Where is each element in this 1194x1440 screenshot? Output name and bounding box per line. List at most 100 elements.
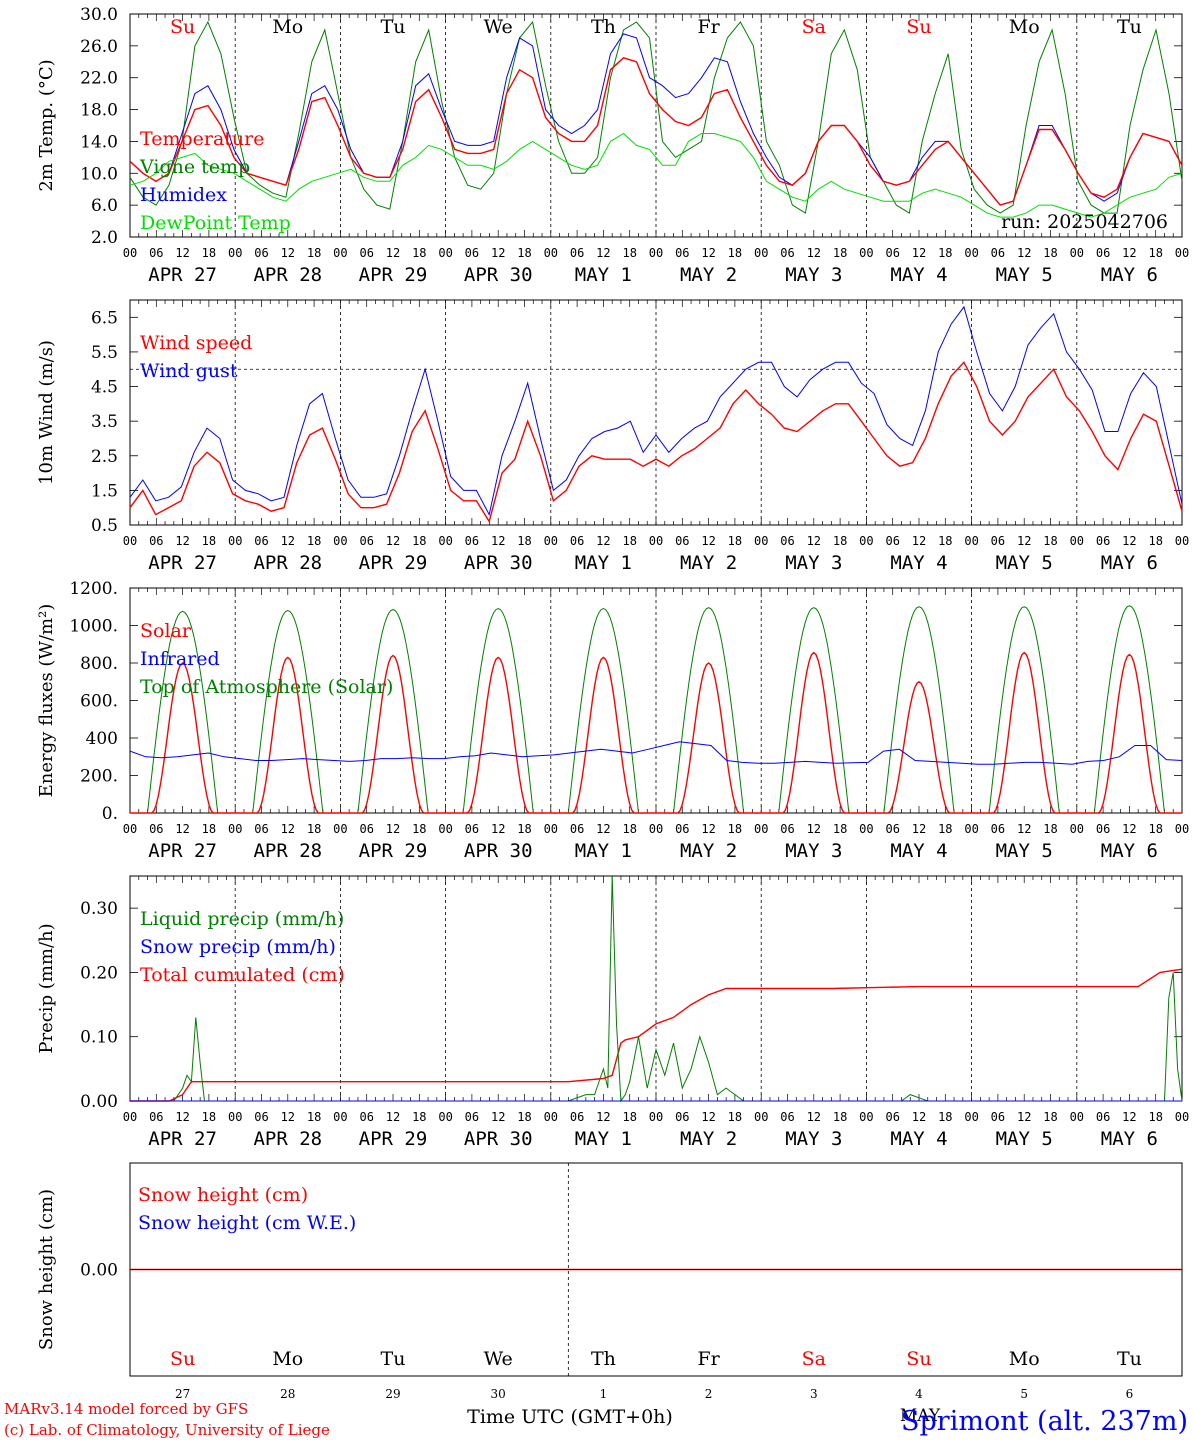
hour-tick-label: 06 xyxy=(780,822,794,836)
y-tick-label: 800. xyxy=(80,654,118,674)
hour-tick-label: 12 xyxy=(596,246,610,260)
weekday-label: Mo xyxy=(1009,1348,1040,1370)
hour-tick-label: 12 xyxy=(912,1110,926,1124)
y-tick-label: 0.10 xyxy=(80,1028,118,1048)
hour-tick-label: 06 xyxy=(1096,1110,1110,1124)
day-number-label: 4 xyxy=(915,1387,923,1401)
hour-tick-label: 18 xyxy=(412,1110,426,1124)
hour-tick-label: 06 xyxy=(570,822,584,836)
date-label: APR 29 xyxy=(359,264,428,286)
hour-tick-label: 06 xyxy=(675,822,689,836)
y-tick-label: 0. xyxy=(102,804,118,824)
hour-tick-label: 12 xyxy=(701,1110,715,1124)
hour-tick-label: 00 xyxy=(964,822,978,836)
y-tick-label: 6.0 xyxy=(91,196,118,216)
y-axis-label: Snow height (cm) xyxy=(36,1189,57,1350)
hour-tick-label: 12 xyxy=(1122,1110,1136,1124)
legend-label: Temperature xyxy=(140,128,264,150)
hour-tick-label: 18 xyxy=(728,246,742,260)
series-line-wind-gust xyxy=(129,305,1183,517)
run-label: run: 2025042706 xyxy=(1001,211,1168,233)
plot-frame xyxy=(129,13,1183,238)
hour-tick-label: 12 xyxy=(596,534,610,548)
hour-tick-label: 00 xyxy=(1175,246,1189,260)
y-tick-label: 0.30 xyxy=(80,899,118,919)
hour-tick-label: 06 xyxy=(991,534,1005,548)
hour-tick-label: 00 xyxy=(228,1110,242,1124)
day-number-label: 28 xyxy=(280,1387,295,1401)
hour-tick-label: 12 xyxy=(491,534,505,548)
hour-tick-label: 00 xyxy=(228,822,242,836)
date-label: APR 29 xyxy=(359,552,428,574)
legend-label: Top of Atmosphere (Solar) xyxy=(140,676,393,698)
hour-tick-label: 18 xyxy=(202,534,216,548)
y-tick-label: 400 xyxy=(86,729,118,749)
hour-tick-label: 00 xyxy=(123,822,137,836)
date-label: MAY 5 xyxy=(996,1128,1053,1150)
hour-tick-label: 12 xyxy=(491,822,505,836)
hour-tick-label: 12 xyxy=(912,534,926,548)
weekday-label: Th xyxy=(591,1348,616,1370)
hour-tick-label: 18 xyxy=(307,822,321,836)
hour-tick-label: 12 xyxy=(807,246,821,260)
hour-tick-label: 00 xyxy=(544,246,558,260)
station-name: Sprimont (alt. 237m) xyxy=(901,1406,1188,1437)
hour-tick-label: 00 xyxy=(544,822,558,836)
hour-tick-label: 06 xyxy=(149,246,163,260)
hour-tick-label: 12 xyxy=(1122,534,1136,548)
weekday-label: Su xyxy=(906,1348,931,1370)
series-line-vigne-temp xyxy=(129,20,1183,214)
y-tick-label: 0.00 xyxy=(80,1261,118,1281)
y-tick-label: 1000. xyxy=(69,617,118,637)
hour-tick-label: 00 xyxy=(754,534,768,548)
hour-tick-label: 18 xyxy=(833,1110,847,1124)
date-label: MAY 2 xyxy=(680,264,737,286)
hour-tick-label: 12 xyxy=(701,534,715,548)
hour-tick-label: 18 xyxy=(1043,534,1057,548)
date-label: APR 28 xyxy=(253,552,322,574)
hour-tick-label: 06 xyxy=(1096,822,1110,836)
hour-tick-label: 06 xyxy=(991,1110,1005,1124)
hour-tick-label: 12 xyxy=(386,534,400,548)
series-line-temperature xyxy=(129,57,1183,206)
hour-tick-label: 12 xyxy=(807,822,821,836)
series-line-solar xyxy=(130,651,1182,814)
hour-tick-label: 18 xyxy=(622,534,636,548)
panel-5: 0.00 Snow height (cm) Snow height (cm) Snow… xyxy=(36,1162,1183,1377)
hour-tick-label: 12 xyxy=(807,534,821,548)
date-label: MAY 1 xyxy=(575,552,632,574)
weekday-label: Su xyxy=(170,16,195,38)
hour-tick-label: 00 xyxy=(228,246,242,260)
hour-tick-label: 12 xyxy=(175,534,189,548)
weekday-label: Tu xyxy=(1117,1348,1142,1370)
x-axis-title: Time UTC (GMT+0h) xyxy=(467,1406,673,1428)
hour-tick-label: 00 xyxy=(438,246,452,260)
hour-tick-label: 06 xyxy=(465,822,479,836)
hour-tick-label: 00 xyxy=(964,246,978,260)
date-label: MAY 1 xyxy=(575,840,632,862)
date-label: MAY 4 xyxy=(890,264,947,286)
hour-tick-label: 06 xyxy=(254,534,268,548)
hour-tick-label: 18 xyxy=(938,534,952,548)
weekday-label: Su xyxy=(906,16,931,38)
hour-tick-label: 18 xyxy=(1148,822,1162,836)
date-label: MAY 2 xyxy=(680,840,737,862)
hour-tick-label: 00 xyxy=(438,534,452,548)
date-label: APR 28 xyxy=(253,264,322,286)
y-axis-label: 10m Wind (m/s) xyxy=(36,340,57,485)
hour-tick-label: 06 xyxy=(780,534,794,548)
hour-tick-label: 12 xyxy=(281,822,295,836)
y-axis-label: Energy fluxes (W/m²) xyxy=(36,604,57,798)
hour-tick-label: 06 xyxy=(570,1110,584,1124)
date-label: MAY 3 xyxy=(785,264,842,286)
panel-1: 00 06 12 18 00 06 12 18 00 06 12 18 00 06 12 18 00 06 12 18… xyxy=(36,5,1189,286)
hour-tick-label: 18 xyxy=(622,1110,636,1124)
hour-tick-label: 06 xyxy=(885,246,899,260)
series-line-dewpoint-temp xyxy=(129,132,1183,218)
hour-tick-label: 00 xyxy=(544,1110,558,1124)
hour-tick-label: 00 xyxy=(438,822,452,836)
y-tick-label: 1200. xyxy=(69,579,118,599)
hour-tick-label: 00 xyxy=(859,534,873,548)
day-number-label: 6 xyxy=(1126,1387,1134,1401)
hour-tick-label: 18 xyxy=(517,1110,531,1124)
